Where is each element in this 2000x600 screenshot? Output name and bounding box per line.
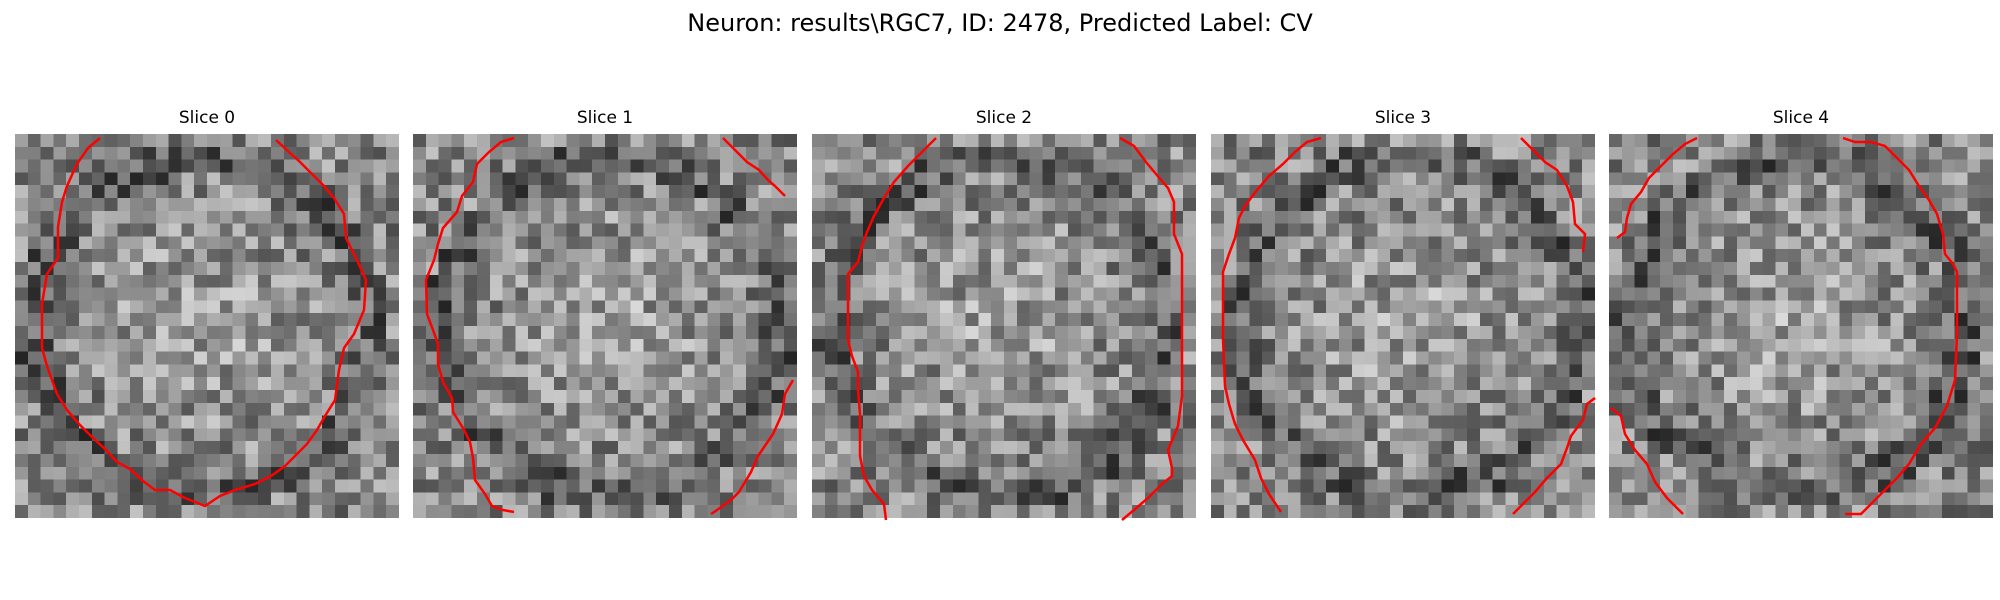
- figure-title: Neuron: results\RGC7, ID: 2478, Predicte…: [687, 9, 1313, 37]
- contour-line: [1520, 137, 1587, 253]
- slice-image: [413, 134, 797, 518]
- contour-line: [424, 136, 515, 514]
- contour-line: [1221, 136, 1322, 513]
- contour-overlay: [424, 136, 795, 516]
- contour-line: [846, 137, 937, 521]
- contour-overlay: [1610, 136, 1959, 516]
- slice-title: Slice 0: [178, 108, 236, 128]
- contour-overlay: [1221, 136, 1596, 515]
- contour-overlay: [846, 136, 1184, 521]
- contour-overlay: [40, 137, 368, 508]
- contour-line: [710, 379, 795, 516]
- slice-image: [1211, 134, 1595, 518]
- slice-panel-1: Slice 1: [413, 106, 797, 518]
- slice-panel-0: Slice 0: [15, 106, 399, 518]
- slice-title: Slice 3: [1374, 108, 1432, 128]
- contour-line: [40, 137, 368, 508]
- contour-line: [722, 137, 786, 197]
- contour-line: [1610, 407, 1684, 515]
- slice-title: Slice 1: [576, 108, 634, 128]
- contour-line: [1616, 136, 1698, 239]
- contour-line: [1119, 136, 1184, 521]
- contour-line: [1512, 397, 1596, 515]
- slice-panel-3: Slice 3: [1211, 106, 1596, 518]
- slice-image: [812, 134, 1196, 518]
- slice-panel-4: Slice 4: [1609, 106, 1993, 518]
- slice-title: Slice 4: [1772, 108, 1830, 128]
- slice-title: Slice 2: [975, 108, 1033, 128]
- contour-line: [1842, 136, 1959, 516]
- slice-panel-2: Slice 2: [812, 106, 1196, 521]
